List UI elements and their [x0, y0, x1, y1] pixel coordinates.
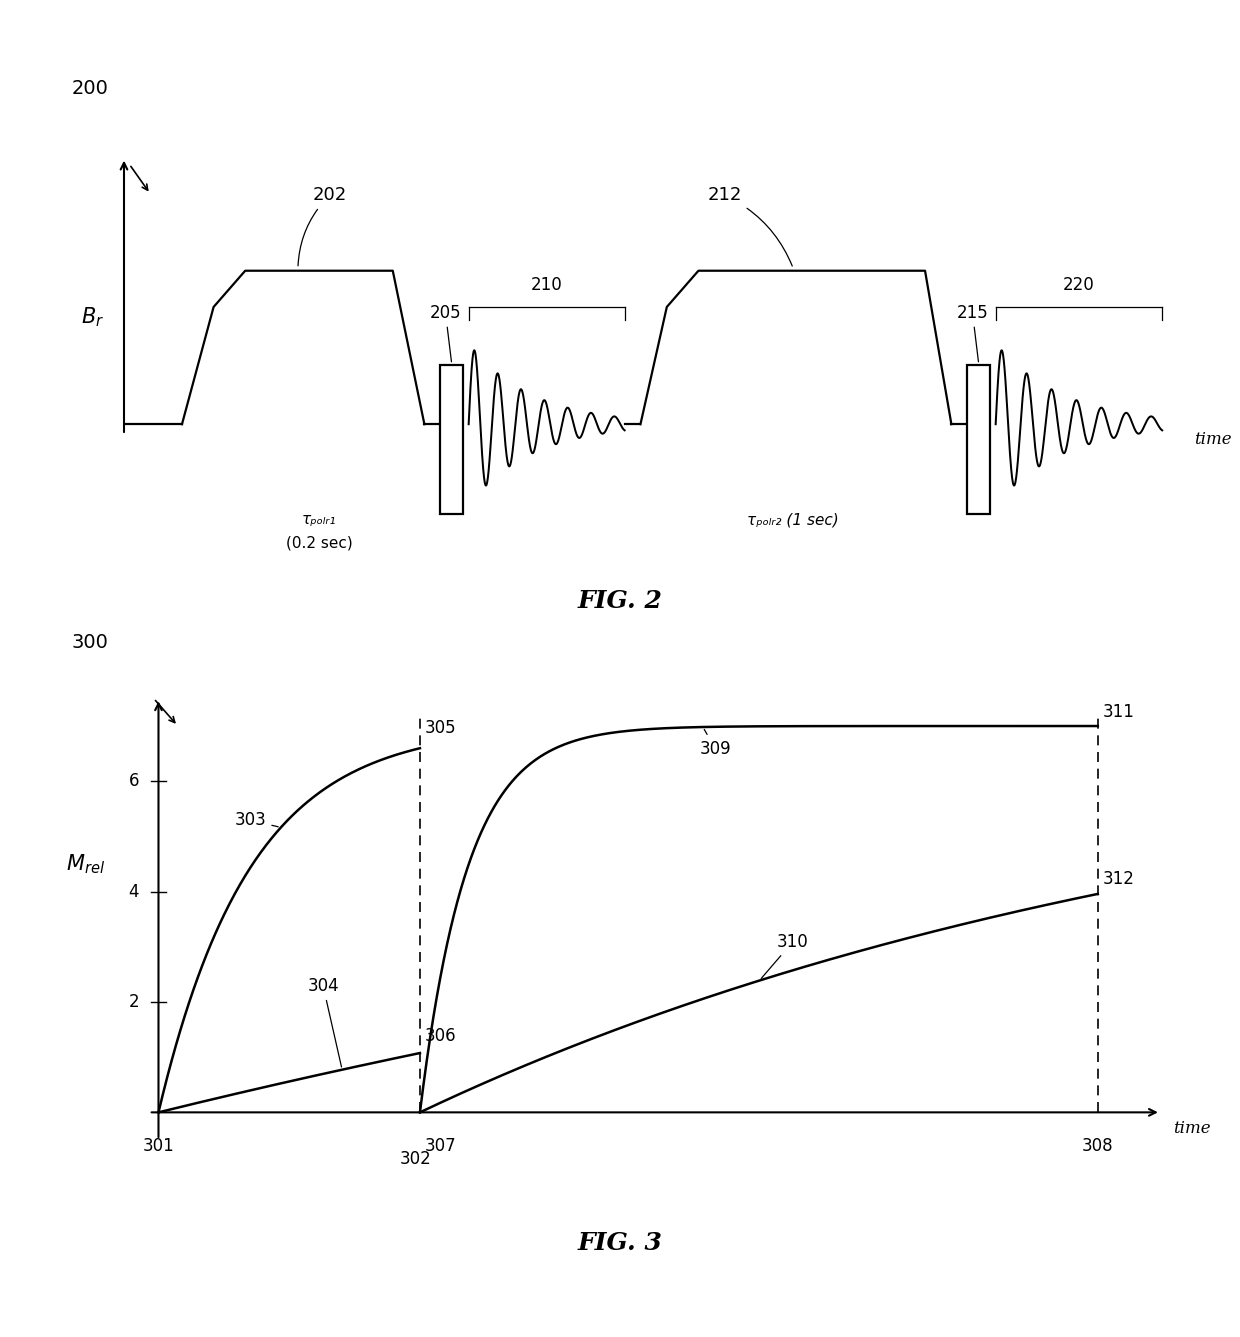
Text: $B_r$: $B_r$ — [81, 306, 104, 329]
Text: time: time — [1194, 431, 1231, 448]
Text: 310: 310 — [761, 933, 808, 979]
Text: $M_{rel}$: $M_{rel}$ — [67, 852, 105, 876]
Text: 4: 4 — [129, 882, 139, 901]
Text: 2: 2 — [129, 993, 139, 1011]
Text: 205: 205 — [429, 303, 461, 362]
Text: 300: 300 — [72, 634, 109, 652]
Text: 311: 311 — [1102, 702, 1135, 721]
Text: FIG. 2: FIG. 2 — [578, 590, 662, 614]
Text: 306: 306 — [425, 1027, 456, 1044]
Bar — [440, 365, 464, 513]
Text: 302: 302 — [399, 1150, 432, 1169]
Text: (0.2 sec): (0.2 sec) — [285, 536, 352, 551]
Text: FIG. 3: FIG. 3 — [578, 1231, 662, 1255]
Bar — [967, 365, 991, 513]
Text: 304: 304 — [308, 977, 341, 1067]
Text: 215: 215 — [956, 303, 988, 362]
Text: 212: 212 — [708, 186, 792, 266]
Text: 202: 202 — [298, 186, 347, 266]
Text: 303: 303 — [234, 812, 278, 829]
Text: τₚₒₗᵣ₂ (1 sec): τₚₒₗᵣ₂ (1 sec) — [748, 512, 839, 527]
Text: time: time — [1173, 1120, 1211, 1138]
Text: τₚₒₗᵣ₁: τₚₒₗᵣ₁ — [301, 512, 336, 527]
Text: 308: 308 — [1083, 1138, 1114, 1155]
Text: 312: 312 — [1102, 870, 1135, 888]
Text: 6: 6 — [129, 773, 139, 790]
Text: 200: 200 — [72, 79, 109, 98]
Text: 210: 210 — [531, 277, 563, 294]
Text: 307: 307 — [425, 1138, 456, 1155]
Text: 220: 220 — [1063, 277, 1095, 294]
Text: 301: 301 — [143, 1138, 175, 1155]
Text: 309: 309 — [699, 730, 732, 758]
Text: 305: 305 — [425, 719, 456, 737]
